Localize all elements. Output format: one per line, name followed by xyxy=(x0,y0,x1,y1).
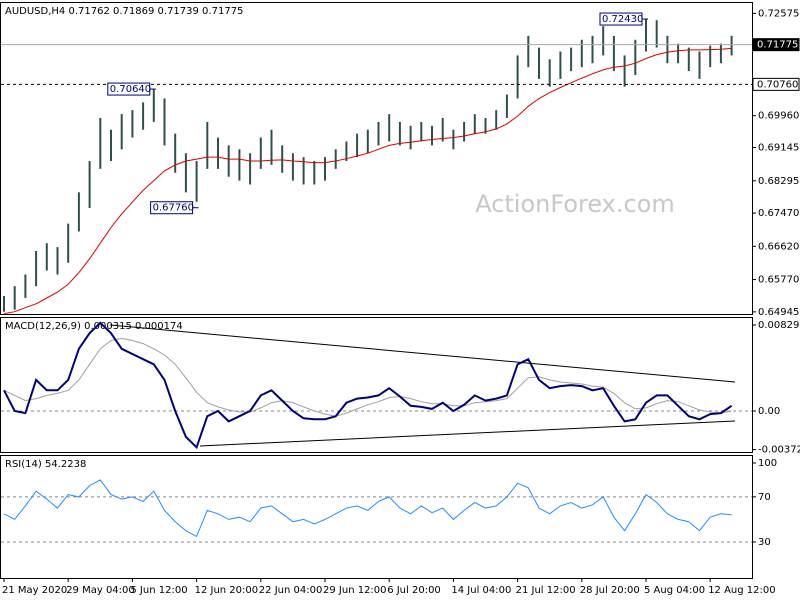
annotation-label: 0.70640 xyxy=(110,84,151,95)
x-tick-label: 28 Jul 20:00 xyxy=(580,585,640,596)
trend-line xyxy=(109,324,736,383)
price-label: 0.71775 xyxy=(757,40,798,51)
macd-line xyxy=(3,321,733,450)
x-tick-label: 14 Jul 04:00 xyxy=(451,585,511,596)
y-tick-label: 0.66620 xyxy=(758,241,799,252)
y-tick-label: 0.65770 xyxy=(758,275,799,286)
y-tick-label: 0.008296 xyxy=(758,320,800,331)
annotation-label: 0.67760 xyxy=(153,203,194,214)
rsi-panel xyxy=(0,455,753,579)
annotation-label: 0.72430 xyxy=(602,14,643,25)
x-tick-label: 21 Jul 12:00 xyxy=(516,585,576,596)
price-panel xyxy=(0,2,753,315)
y-tick-label: -0.003725 xyxy=(758,445,800,456)
y-tick-label: 30 xyxy=(758,537,771,548)
price-title: AUDUSD,H4 0.71762 0.71869 0.71739 0.7177… xyxy=(5,6,243,17)
y-tick-label: 70 xyxy=(758,492,771,503)
watermark: ActionForex.com xyxy=(475,190,675,218)
y-tick-label: 100 xyxy=(758,458,777,469)
trend-line xyxy=(199,420,736,447)
x-tick-label: 22 Jun 04:00 xyxy=(259,585,323,596)
moving-average xyxy=(3,47,732,315)
y-tick-label: 0.00 xyxy=(758,406,780,417)
y-tick-label: 0.72575 xyxy=(758,8,799,19)
rsi-title: RSI(14) 54.2238 xyxy=(5,459,86,470)
price-label: 0.70760 xyxy=(757,79,798,90)
y-tick-label: 0.67470 xyxy=(758,208,799,219)
macd-panel xyxy=(0,317,753,453)
x-tick-label: 12 Jun 20:00 xyxy=(195,585,259,596)
y-tick-label: 0.69145 xyxy=(758,143,799,154)
y-tick-label: 0.64945 xyxy=(758,307,799,318)
rsi-line xyxy=(3,479,732,538)
annotation-box xyxy=(107,82,151,96)
x-tick-label: 12 Aug 12:00 xyxy=(708,585,775,596)
y-tick-label: 0.69960 xyxy=(758,111,799,122)
x-tick-label: 5 Aug 04:00 xyxy=(644,585,705,596)
y-tick-label: 0.68295 xyxy=(758,176,799,187)
annotation-box xyxy=(599,12,643,26)
x-tick-label: 6 Jul 20:00 xyxy=(387,585,441,596)
price-label-box xyxy=(752,77,800,91)
annotation-box xyxy=(150,201,194,215)
x-tick-label: 29 Jun 12:00 xyxy=(323,585,387,596)
x-tick-label: 29 May 04:00 xyxy=(66,585,135,596)
signal-line xyxy=(3,337,732,417)
price-label-box xyxy=(752,38,800,52)
macd-title: MACD(12,26,9) 0.000315 0.000174 xyxy=(5,321,183,332)
x-tick-label: 21 May 2020 xyxy=(2,585,67,596)
x-tick-label: 5 Jun 12:00 xyxy=(130,585,187,596)
